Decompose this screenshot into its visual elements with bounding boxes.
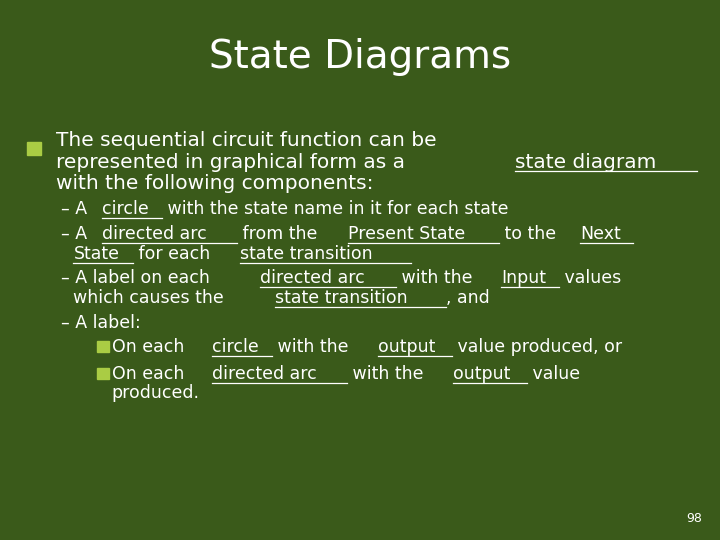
Text: directed arc: directed arc — [261, 269, 365, 287]
Text: which causes the: which causes the — [73, 289, 230, 307]
Text: directed arc: directed arc — [102, 225, 207, 243]
Text: – A label on each: – A label on each — [61, 269, 215, 287]
Text: directed arc: directed arc — [212, 364, 317, 383]
Text: state diagram: state diagram — [515, 152, 656, 172]
Text: Input: Input — [501, 269, 546, 287]
Text: with the: with the — [395, 269, 477, 287]
Text: with the: with the — [272, 338, 354, 356]
Text: circle: circle — [102, 200, 149, 218]
Text: 98: 98 — [686, 512, 702, 525]
Text: values: values — [559, 269, 621, 287]
Text: produced.: produced. — [112, 384, 199, 402]
Text: On each: On each — [112, 364, 189, 383]
Text: – A: – A — [61, 200, 93, 218]
Text: – A: – A — [61, 225, 93, 243]
Text: circle: circle — [212, 338, 258, 356]
Text: output: output — [378, 338, 436, 356]
Text: On each: On each — [112, 338, 189, 356]
Text: The sequential circuit function can be: The sequential circuit function can be — [56, 131, 437, 150]
Text: represented in graphical form as a: represented in graphical form as a — [56, 152, 412, 172]
Text: value: value — [527, 364, 580, 383]
Text: for each: for each — [132, 245, 215, 263]
Text: , and: , and — [446, 289, 490, 307]
Text: output: output — [453, 364, 510, 383]
Bar — [97, 368, 109, 380]
Text: Next: Next — [580, 225, 621, 243]
Bar — [27, 141, 41, 156]
Text: to the: to the — [499, 225, 562, 243]
Text: with the state name in it for each state: with the state name in it for each state — [162, 200, 509, 218]
Text: with the: with the — [347, 364, 429, 383]
Text: with the following components:: with the following components: — [56, 174, 374, 193]
Text: value produced, or: value produced, or — [452, 338, 622, 356]
Text: State Diagrams: State Diagrams — [209, 38, 511, 76]
Text: State: State — [73, 245, 120, 263]
Bar — [97, 341, 109, 353]
Text: Present State: Present State — [348, 225, 465, 243]
Text: – A label:: – A label: — [61, 314, 141, 332]
Text: state transition: state transition — [240, 245, 372, 263]
Text: state transition: state transition — [275, 289, 408, 307]
Text: from the: from the — [237, 225, 323, 243]
